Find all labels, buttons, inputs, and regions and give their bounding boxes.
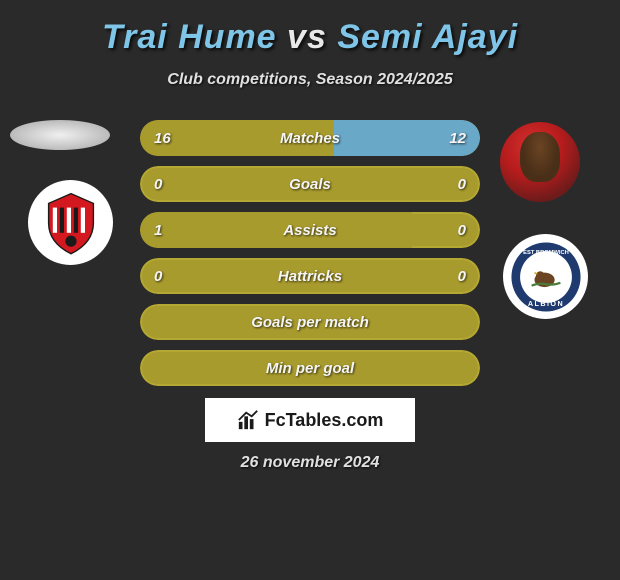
stat-label: Hattricks [278, 268, 342, 285]
stat-fill-left [140, 212, 412, 248]
player1-club-badge [28, 180, 113, 265]
stat-row: 0 0 Goals [140, 166, 480, 202]
svg-text:EST BROMWICH: EST BROMWICH [523, 249, 569, 255]
stat-label: Goals [289, 176, 331, 193]
branding-badge[interactable]: FcTables.com [205, 398, 415, 442]
stat-value-left: 1 [154, 222, 162, 239]
stat-value-left: 0 [154, 268, 162, 285]
comparison-title: Trai Hume vs Semi Ajayi [0, 18, 620, 57]
stat-row: 1 0 Assists [140, 212, 480, 248]
svg-text:ALBION: ALBION [527, 298, 563, 307]
vs-text: vs [287, 18, 327, 56]
subtitle: Club competitions, Season 2024/2025 [0, 71, 620, 89]
stat-value-left: 16 [154, 130, 171, 147]
stat-value-right: 12 [449, 130, 466, 147]
stat-value-left: 0 [154, 176, 162, 193]
stat-row: Goals per match [140, 304, 480, 340]
stat-label: Goals per match [251, 314, 369, 331]
player2-avatar [500, 122, 580, 202]
player1-name: Trai Hume [102, 18, 277, 56]
stat-row: 16 12 Matches [140, 120, 480, 156]
player2-name: Semi Ajayi [337, 18, 518, 56]
stat-label: Assists [283, 222, 336, 239]
stat-label: Matches [280, 130, 340, 147]
player1-avatar [10, 120, 110, 150]
date-text: 26 november 2024 [0, 454, 620, 472]
stat-value-right: 0 [458, 222, 466, 239]
player2-club-badge: EST BROMWICH ALBION [503, 234, 588, 319]
stat-row: 0 0 Hattricks [140, 258, 480, 294]
stats-area: 16 12 Matches 0 0 Goals 1 0 Assists 0 0 Hattricks Go… [140, 120, 480, 396]
stat-row: Min per goal [140, 350, 480, 386]
stat-value-right: 0 [458, 268, 466, 285]
stat-label: Min per goal [266, 360, 354, 377]
stat-value-right: 0 [458, 176, 466, 193]
branding-text: FcTables.com [265, 410, 384, 431]
